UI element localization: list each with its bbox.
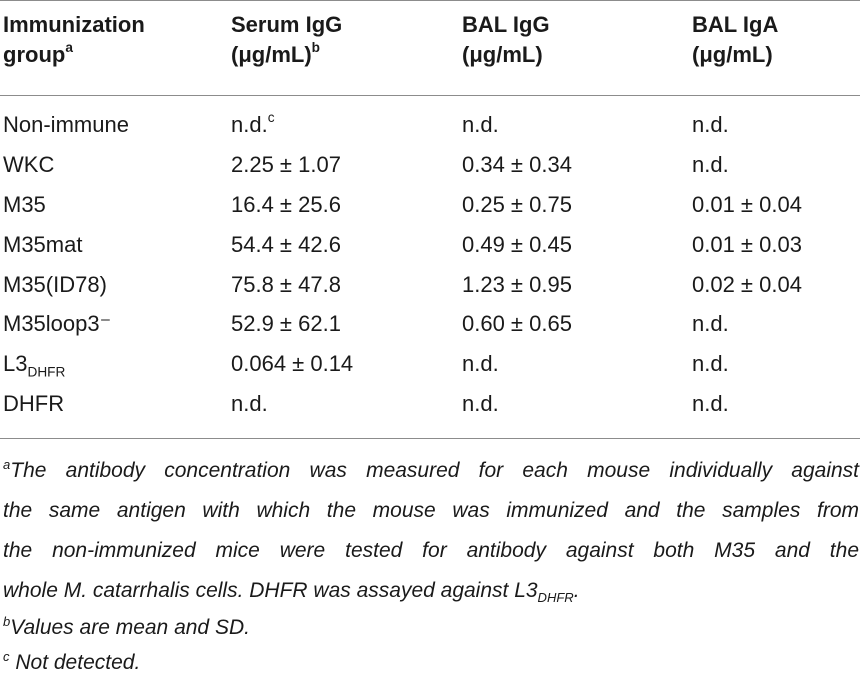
cell-group: M35mat <box>3 232 83 257</box>
header-col1-line2: groupa <box>3 39 73 67</box>
cell-bal-igg: n.d. <box>462 112 499 137</box>
footnote-c-marker: c <box>267 109 275 125</box>
table-row: M35(ID78) 75.8 ± 47.8 1.23 ± 0.95 0.02 ±… <box>0 267 860 303</box>
cell-bal-iga: n.d. <box>692 112 729 137</box>
cell-group: M35loop3⁻ <box>3 311 112 336</box>
footnote-c: c Not detected. <box>3 649 141 674</box>
cell-serum-igg: 54.4 ± 42.6 <box>231 232 341 257</box>
table-top-rule <box>0 0 860 1</box>
header-col2-line2: (μg/mL)b <box>231 39 320 67</box>
footnote-a-line-1: aThe antibody concentration was measured… <box>3 457 859 482</box>
footnote-a-line-2: the same antigen with which the mouse wa… <box>3 499 859 522</box>
table-row: M35loop3⁻ 52.9 ± 62.1 0.60 ± 0.65 n.d. <box>0 306 860 342</box>
header-col3-line2: (μg/mL) <box>462 42 543 67</box>
cell-bal-igg: 1.23 ± 0.95 <box>462 272 572 297</box>
header-col4-line1: BAL IgA <box>692 12 779 37</box>
cell-bal-igg: 0.49 ± 0.45 <box>462 232 572 257</box>
table-row: WKC 2.25 ± 1.07 0.34 ± 0.34 n.d. <box>0 147 860 183</box>
footnote-a-line-3: the non-immunized mice were tested for a… <box>3 539 859 562</box>
cell-bal-iga: n.d. <box>692 351 729 376</box>
cell-serum-igg: 2.25 ± 1.07 <box>231 152 341 177</box>
cell-serum-igg: 52.9 ± 62.1 <box>231 311 341 336</box>
header-bal-iga: BAL IgA (μg/mL) <box>692 10 778 70</box>
cell-bal-iga: 0.01 ± 0.03 <box>692 232 802 257</box>
table-header-rule <box>0 95 860 96</box>
footnote-a-line-4: whole M. catarrhalis cells. DHFR was ass… <box>3 579 580 606</box>
header-col4-line2: (μg/mL) <box>692 42 773 67</box>
cell-serum-igg: n.d. <box>231 391 268 416</box>
cell-serum-igg: 0.064 ± 0.14 <box>231 351 354 376</box>
footnote-c-mark: c <box>3 649 10 664</box>
cell-bal-iga: 0.01 ± 0.04 <box>692 192 802 217</box>
footnote-a-subscript: DHFR <box>537 590 574 606</box>
header-serum-igg: Serum IgG (μg/mL)b <box>231 10 342 70</box>
cell-bal-igg: 0.60 ± 0.65 <box>462 311 572 336</box>
cell-group: DHFR <box>3 391 65 416</box>
cell-group-subscript: DHFR <box>27 364 66 380</box>
cell-group: Non-immune <box>3 112 129 137</box>
table-bottom-rule <box>0 438 860 439</box>
cell-group: L3DHFR <box>3 351 66 380</box>
header-col2-line1: Serum IgG <box>231 12 343 37</box>
cell-bal-igg: 0.34 ± 0.34 <box>462 152 572 177</box>
table-row: M35mat 54.4 ± 42.6 0.49 ± 0.45 0.01 ± 0.… <box>0 227 860 263</box>
footnote-a-marker: a <box>65 39 73 55</box>
cell-bal-iga: 0.02 ± 0.04 <box>692 272 802 297</box>
header-col1-line1: Immunization <box>3 12 145 37</box>
footnote-b-mark: b <box>3 614 11 629</box>
cell-bal-igg: n.d. <box>462 351 499 376</box>
cell-bal-iga: n.d. <box>692 152 729 177</box>
table-row: M35 16.4 ± 25.6 0.25 ± 0.75 0.01 ± 0.04 <box>0 187 860 223</box>
table-row: Non-immune n.d.c n.d. n.d. <box>0 107 860 143</box>
table-row: L3DHFR 0.064 ± 0.14 n.d. n.d. <box>0 346 860 382</box>
header-col3-line1: BAL IgG <box>462 12 550 37</box>
table-row: DHFR n.d. n.d. n.d. <box>0 386 860 422</box>
cell-bal-iga: n.d. <box>692 391 729 416</box>
cell-group: M35 <box>3 192 46 217</box>
cell-bal-igg: n.d. <box>462 391 499 416</box>
cell-serum-igg: 75.8 ± 47.8 <box>231 272 341 297</box>
footnote-a-mark: a <box>3 457 11 472</box>
cell-bal-iga: n.d. <box>692 311 729 336</box>
footnote-b-marker: b <box>311 39 320 55</box>
footnote-b: bValues are mean and SD. <box>3 614 250 639</box>
cell-group: M35(ID78) <box>3 272 107 297</box>
cell-group: WKC <box>3 152 55 177</box>
header-bal-igg: BAL IgG (μg/mL) <box>462 10 550 70</box>
cell-serum-igg: n.d.c <box>231 109 275 137</box>
cell-bal-igg: 0.25 ± 0.75 <box>462 192 572 217</box>
header-immunization-group: Immunization groupa <box>3 10 145 70</box>
cell-serum-igg: 16.4 ± 25.6 <box>231 192 341 217</box>
